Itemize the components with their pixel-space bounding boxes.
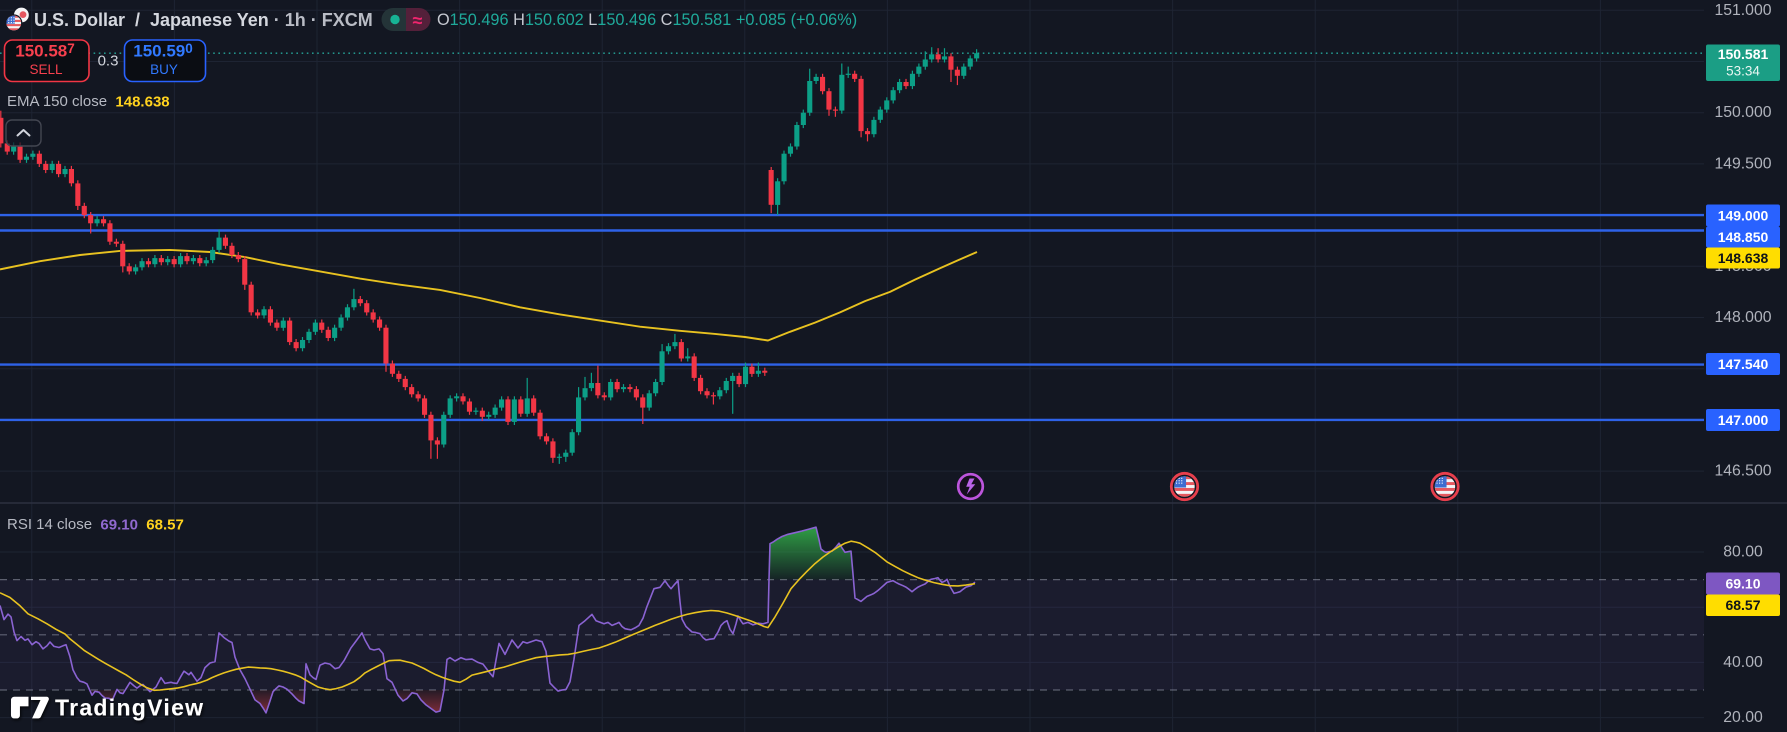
svg-text:147.000: 147.000 [1718, 412, 1769, 428]
svg-text:146.500: 146.500 [1714, 463, 1771, 480]
svg-text:0.3: 0.3 [98, 53, 119, 70]
svg-text:20.00: 20.00 [1723, 709, 1763, 726]
svg-text:149.000: 149.000 [1718, 208, 1769, 224]
svg-text:53:34: 53:34 [1726, 64, 1760, 79]
svg-text:68.57: 68.57 [1725, 597, 1760, 613]
svg-text:148.850: 148.850 [1718, 229, 1769, 245]
svg-text:TradingView: TradingView [55, 695, 204, 721]
svg-text:O150.496 H150.602 L150.496 C15: O150.496 H150.602 L150.496 C150.581 +0.0… [437, 11, 857, 29]
svg-text:RSI 14 close 69.10 68.57: RSI 14 close 69.10 68.57 [7, 516, 184, 533]
svg-text:150.590: 150.590 [133, 41, 193, 61]
svg-text:EMA 150 close 148.638: EMA 150 close 148.638 [7, 93, 170, 110]
svg-text:U.S. Dollar / Japanese Yen ·: U.S. Dollar / Japanese Yen · 1h · FXCM [34, 10, 373, 30]
svg-text:150.581: 150.581 [1718, 46, 1769, 62]
svg-text:40.00: 40.00 [1723, 654, 1763, 671]
svg-text:69.10: 69.10 [1725, 576, 1760, 592]
svg-text:150.000: 150.000 [1714, 104, 1771, 121]
svg-text:BUY: BUY [150, 62, 178, 77]
svg-text:148.638: 148.638 [1718, 250, 1769, 266]
svg-text:149.500: 149.500 [1714, 155, 1771, 172]
svg-text:≈: ≈ [413, 11, 423, 31]
svg-text:151.000: 151.000 [1714, 2, 1771, 19]
svg-text:150.587: 150.587 [15, 41, 75, 61]
svg-text:80.00: 80.00 [1723, 544, 1763, 561]
svg-text:SELL: SELL [29, 62, 63, 77]
svg-text:147.540: 147.540 [1718, 356, 1769, 372]
svg-text:148.000: 148.000 [1714, 309, 1771, 326]
